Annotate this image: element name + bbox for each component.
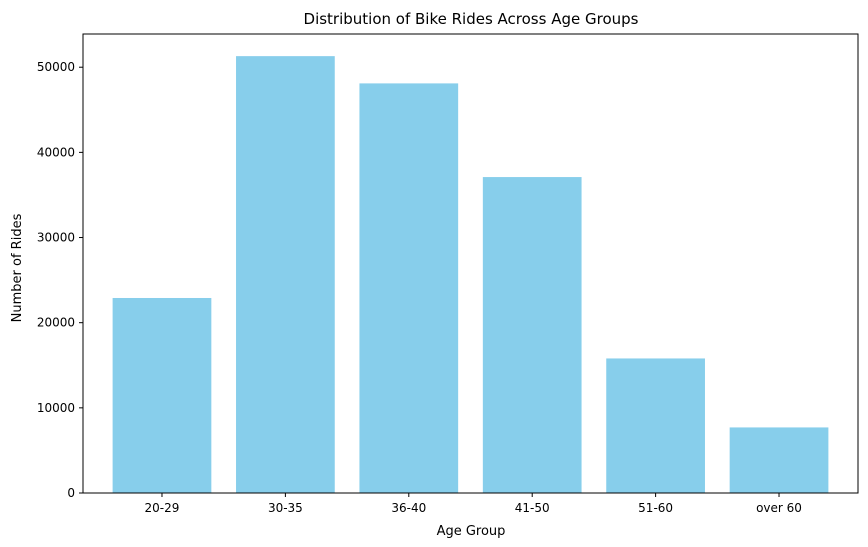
plot-frame <box>82 33 859 494</box>
x-axis-label: Age Group <box>437 524 506 539</box>
x-axis: 20-29 30-35 36-40 41-50 51-60 over 60 <box>145 493 802 515</box>
y-tick-label: 20000 <box>37 316 75 330</box>
y-tick-label: 30000 <box>37 231 75 245</box>
bar-20-29 <box>112 297 212 493</box>
bar-36-40 <box>359 83 459 493</box>
bar-over-60 <box>729 427 829 493</box>
y-axis: 0 10000 20000 30000 40000 50000 <box>37 60 83 500</box>
y-axis-label: Number of Rides <box>10 213 25 322</box>
x-tick-label: 41-50 <box>515 501 550 515</box>
x-tick-label: 51-60 <box>638 501 673 515</box>
y-tick-label: 10000 <box>37 401 75 415</box>
y-tick-label: 40000 <box>37 145 75 159</box>
x-tick-label: 30-35 <box>268 501 303 515</box>
bar-41-50 <box>482 177 582 493</box>
bar-30-35 <box>236 56 335 494</box>
x-tick-label: 20-29 <box>145 501 180 515</box>
x-tick-label: over 60 <box>756 501 802 515</box>
bar-51-60 <box>606 358 705 493</box>
chart-title: Distribution of Bike Rides Across Age Gr… <box>304 10 639 28</box>
y-tick-label: 50000 <box>37 60 75 74</box>
y-tick-label: 0 <box>67 486 75 500</box>
bars-layer <box>112 56 829 494</box>
x-tick-label: 36-40 <box>391 501 426 515</box>
